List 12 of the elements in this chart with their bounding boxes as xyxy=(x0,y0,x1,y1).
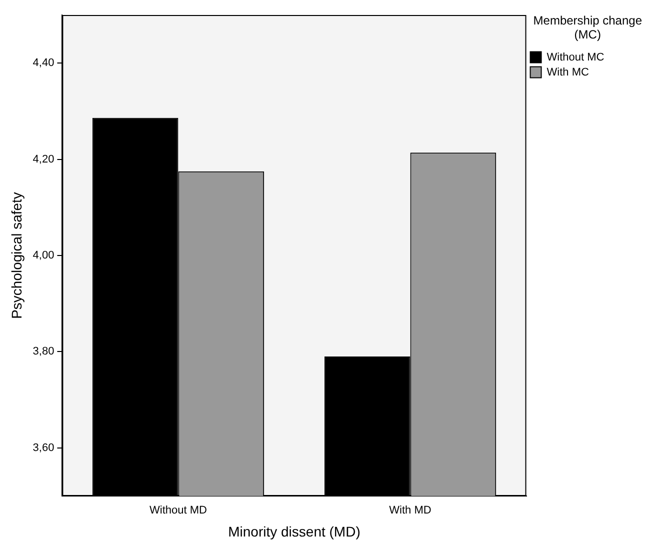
legend-label: Without MC xyxy=(546,51,604,64)
x-tick-label: Without MD xyxy=(149,504,207,517)
x-tick-label: With MD xyxy=(389,504,432,517)
y-axis-title: Psychological safety xyxy=(8,192,24,319)
y-tick-label: 3,60 xyxy=(32,442,54,454)
y-tick-label: 4,00 xyxy=(32,250,54,262)
y-tick-label: 4,20 xyxy=(32,153,54,166)
legend-title: Membership change (MC) xyxy=(533,13,642,42)
y-tick-label: 4,40 xyxy=(32,57,54,70)
x-axis-title: Minority dissent (MD) xyxy=(228,523,360,540)
y-tick-label: 3,80 xyxy=(32,346,54,358)
legend-label: With MC xyxy=(546,66,589,78)
